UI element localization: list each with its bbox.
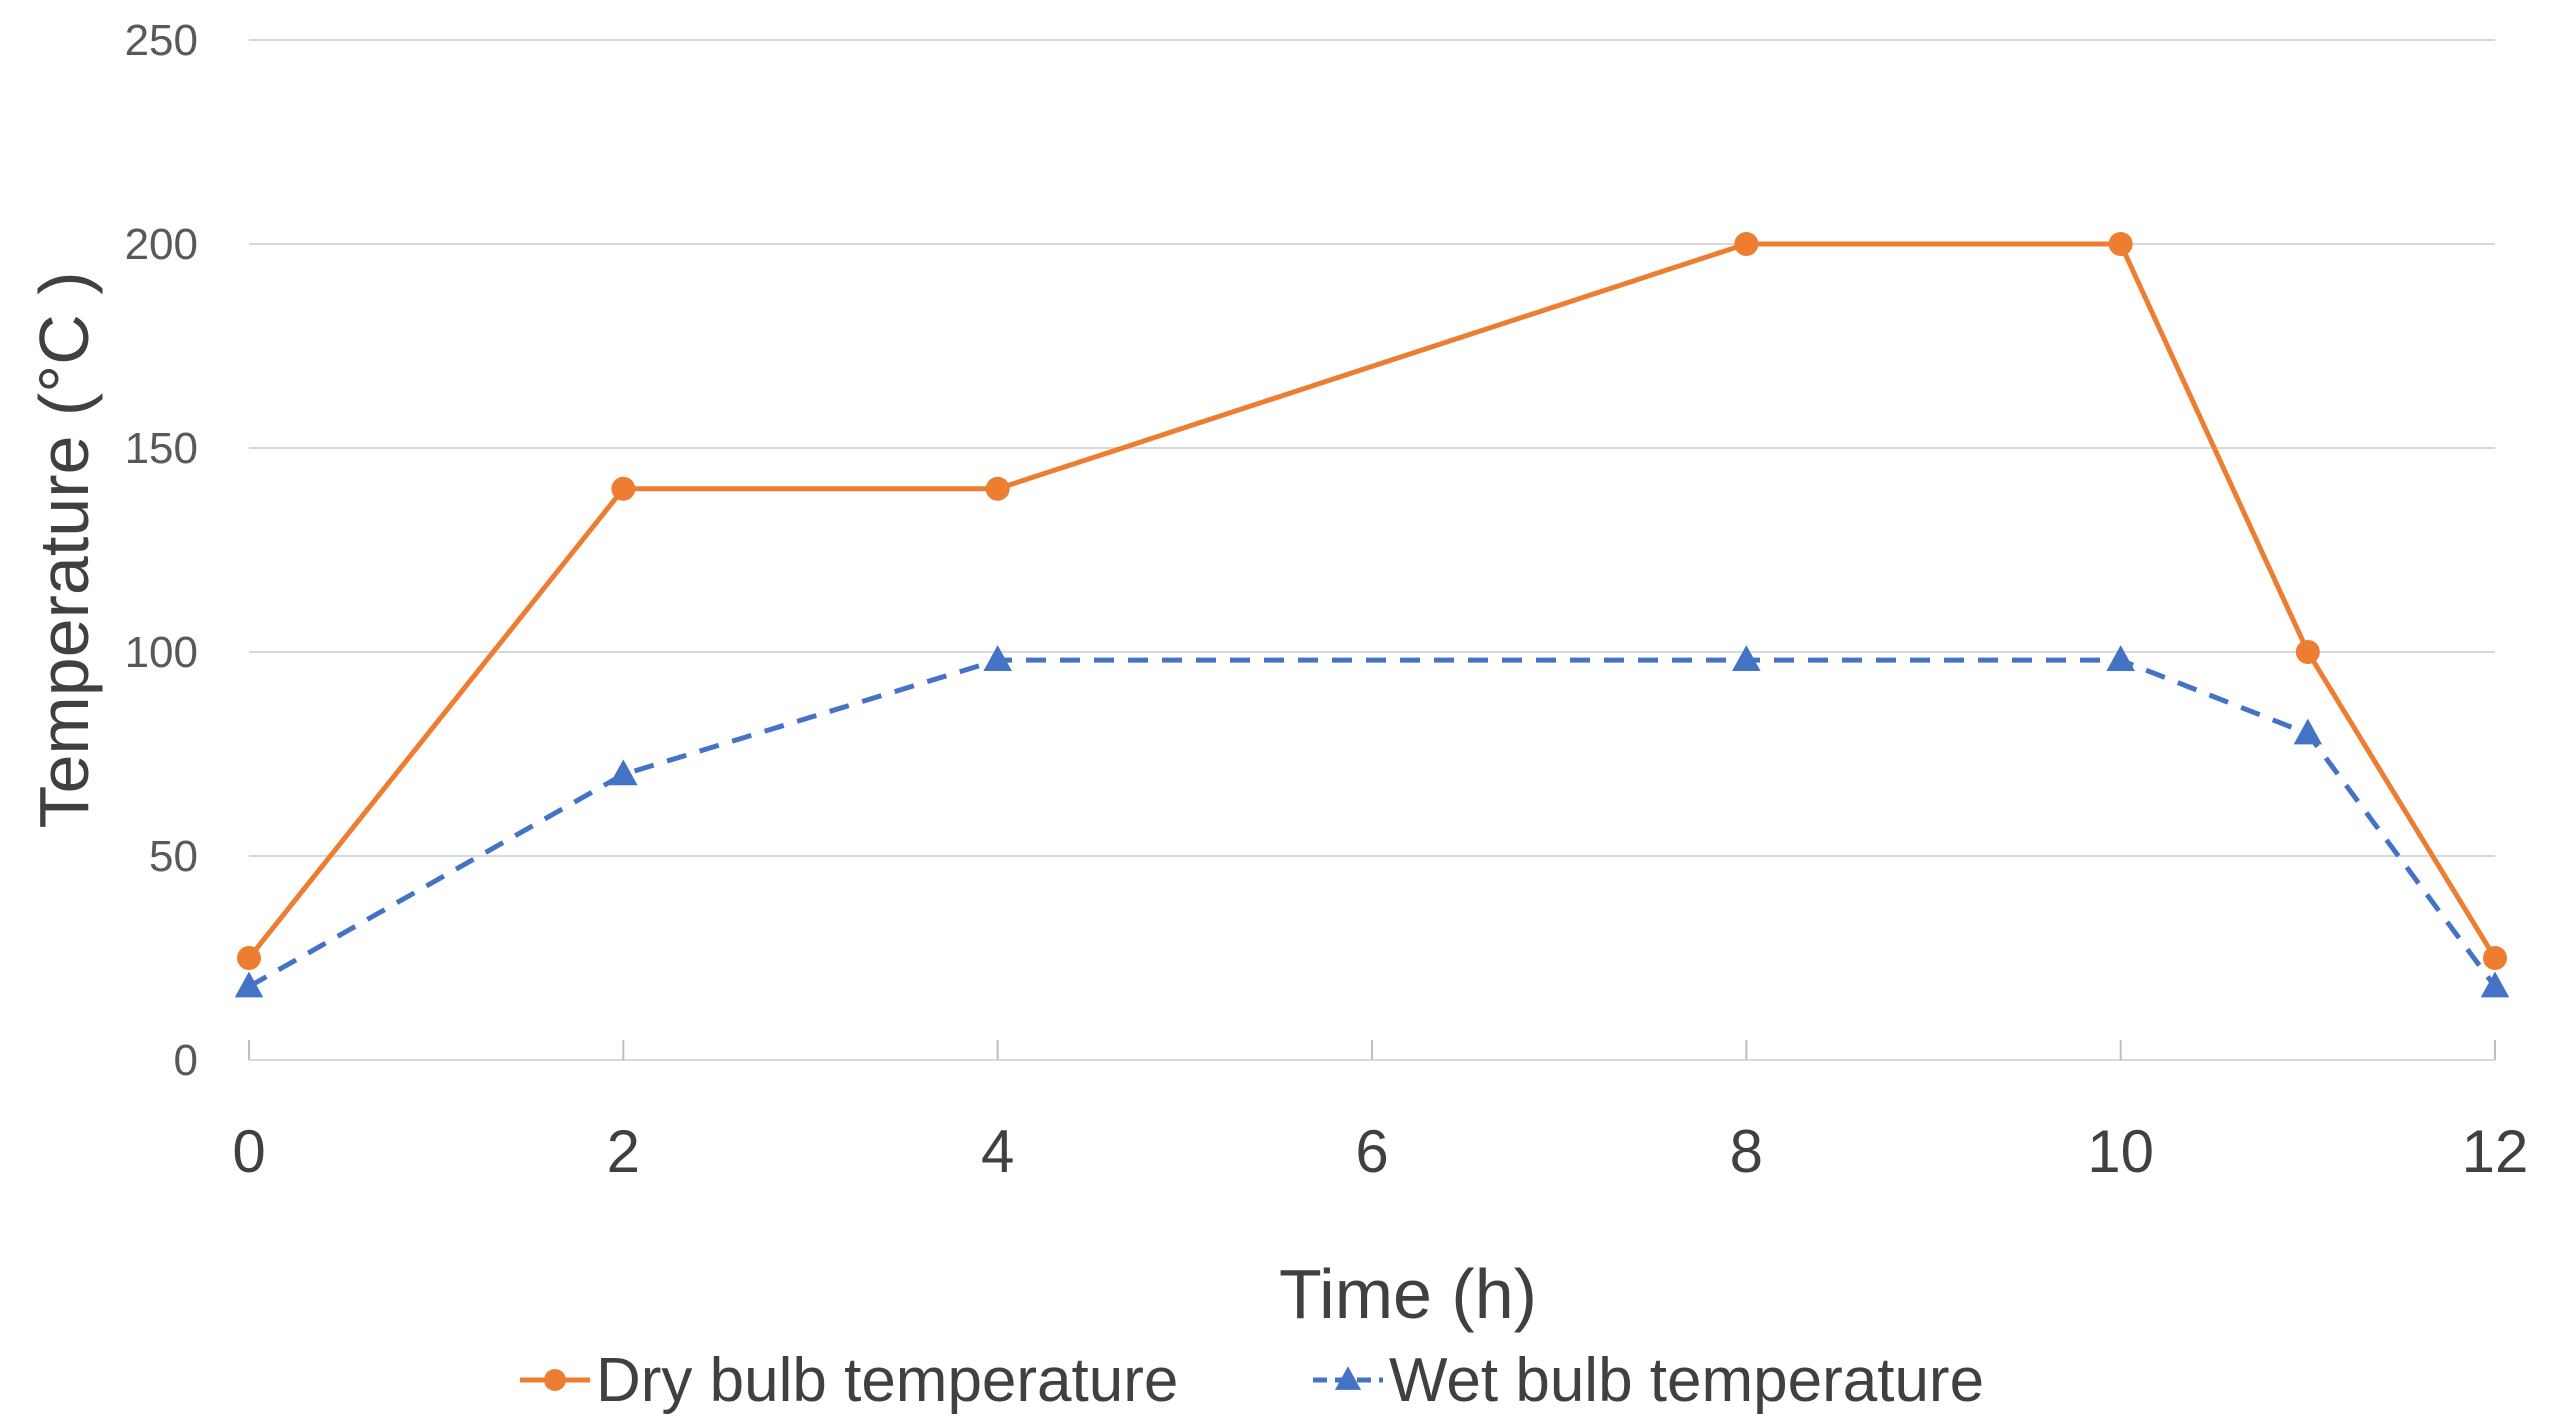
x-axis-ticks: 0 2 4 6 8 10 12 bbox=[232, 1040, 2528, 1185]
y-tick-label-0: 0 bbox=[174, 1036, 198, 1085]
wet-bulb-legend-marker bbox=[1334, 1366, 1362, 1390]
wet-bulb-point-3 bbox=[1732, 645, 1761, 671]
wet-bulb-point-0 bbox=[234, 971, 264, 998]
x-tick-label-12: 12 bbox=[2462, 1118, 2529, 1185]
dry-bulb-point-0 bbox=[237, 946, 261, 970]
y-tick-label-100: 100 bbox=[125, 628, 198, 677]
y-tick-label-150: 150 bbox=[125, 424, 198, 473]
dry-bulb-legend-label: Dry bulb temperature bbox=[596, 1346, 1178, 1415]
dry-bulb-point-2 bbox=[985, 476, 1010, 501]
x-tick-label-4: 4 bbox=[981, 1118, 1014, 1185]
wet-bulb-point-2 bbox=[983, 645, 1012, 671]
wet-bulb-point-4 bbox=[2106, 645, 2135, 671]
wet-bulb-point-5 bbox=[2293, 718, 2323, 745]
y-tick-label-200: 200 bbox=[125, 220, 198, 269]
dry-bulb-point-3 bbox=[1734, 232, 1759, 256]
x-tick-label-2: 2 bbox=[607, 1118, 640, 1185]
x-tick-label-8: 8 bbox=[1730, 1118, 1763, 1185]
wet-bulb-legend-label: Wet bulb temperature bbox=[1389, 1346, 1984, 1415]
dry-bulb-legend-marker bbox=[544, 1369, 566, 1391]
y-axis-tick-labels: 0 50 100 150 200 250 bbox=[125, 16, 198, 1085]
y-tick-label-50: 50 bbox=[149, 832, 198, 881]
dry-bulb-point-6 bbox=[2483, 946, 2507, 970]
wet-bulb-point-6 bbox=[2480, 971, 2510, 998]
x-tick-label-6: 6 bbox=[1355, 1118, 1388, 1185]
y-axis-title: Temperature (°C ) bbox=[25, 271, 103, 828]
series-layer bbox=[234, 232, 2510, 998]
gridlines bbox=[249, 39, 2495, 1061]
x-axis-title: Time (h) bbox=[1279, 1255, 1537, 1333]
dry-bulb-point-1 bbox=[611, 476, 636, 501]
dry-bulb-point-4 bbox=[2108, 232, 2133, 256]
y-tick-label-250: 250 bbox=[125, 16, 198, 65]
wet-bulb-series-line bbox=[247, 657, 2498, 989]
dry-bulb-series-line bbox=[247, 241, 2498, 960]
x-tick-label-10: 10 bbox=[2087, 1118, 2154, 1185]
dry-bulb-point-5 bbox=[2295, 640, 2320, 664]
legend: Dry bulb temperature Wet bulb temperature bbox=[520, 1346, 1984, 1415]
x-tick-label-0: 0 bbox=[232, 1118, 265, 1185]
wet-bulb-point-1 bbox=[609, 759, 638, 786]
